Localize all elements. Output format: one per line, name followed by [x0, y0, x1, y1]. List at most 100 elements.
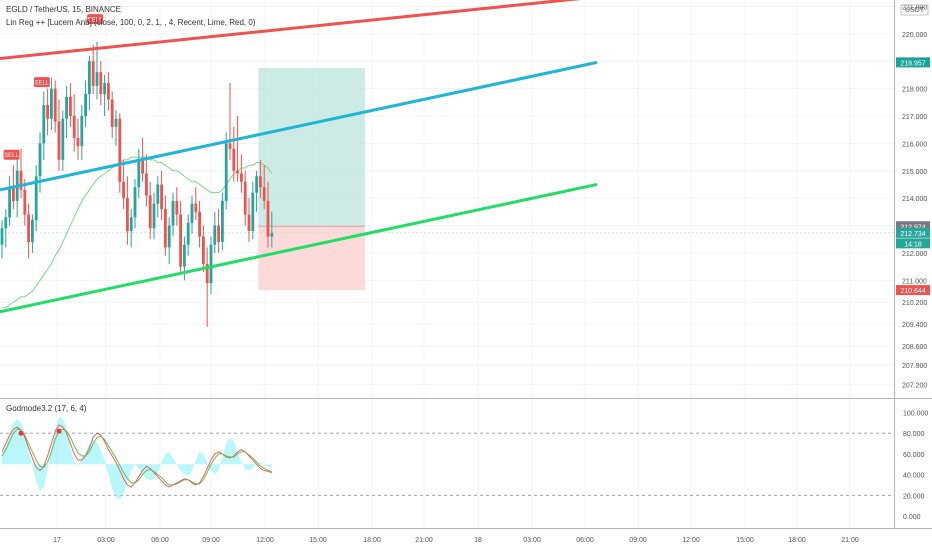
candle-body: [8, 187, 11, 218]
candle-body: [202, 236, 205, 264]
oscillator-grid: [0, 432, 894, 496]
oscillator-wave-fill: [2, 416, 272, 500]
regression-channel[interactable]: [0, 0, 598, 314]
price-tick-label: 215.000: [902, 169, 927, 176]
sell-signal-box: [3, 149, 20, 160]
channel-line-lower: [0, 182, 598, 314]
candle-body: [240, 173, 243, 182]
time-tick-label: 15:00: [309, 537, 327, 544]
candle-body: [129, 217, 133, 232]
candle-body: [270, 232, 274, 237]
oscillator-tick-label: 0.000: [903, 514, 921, 521]
candle-body: [4, 217, 8, 229]
candle-body: [198, 211, 201, 237]
candle-body: [251, 192, 255, 232]
oscillator-tick-label: 100.000: [903, 411, 928, 418]
currency-box: [900, 4, 929, 16]
candle-body: [228, 143, 232, 149]
price-tag-text: 210.644: [900, 288, 925, 295]
take-profit-zone: [258, 68, 365, 227]
candle-body: [0, 228, 4, 245]
price-tick-label: 212.000: [902, 251, 927, 258]
candle-body: [262, 187, 266, 201]
sell-signal-text: SELL: [88, 18, 103, 24]
oscillator-line-2: [1, 428, 272, 486]
time-axis[interactable]: 17 03:00 06:00 09:00 12:00 15:00 18:00 21:00 18 0…: [53, 537, 859, 544]
oscillator-tick-label: 60.000: [903, 452, 925, 459]
candle-body: [126, 198, 129, 232]
candle-body: [145, 173, 148, 196]
time-tick-label: 03:00: [523, 537, 541, 544]
candle-body: [65, 96, 68, 119]
candle-body: [19, 170, 23, 190]
price-tag-box: [896, 57, 930, 68]
time-tick-label: 06:00: [151, 537, 169, 544]
candle-body: [213, 225, 217, 245]
oscillator-tick-label: 20.000: [903, 493, 925, 500]
candle-body: [141, 159, 144, 174]
candle-body: [221, 200, 224, 242]
indicator-legend[interactable]: Lin Reg ++ [Lucem Anb] (close, 100, 0, 2…: [6, 18, 256, 27]
sell-signal-text: SELL: [35, 81, 50, 87]
candle-body: [167, 225, 171, 248]
candle-body: [61, 118, 65, 160]
candle-body: [175, 200, 179, 215]
price-tag-text: 218.957: [900, 60, 925, 67]
oscillator-signal-dot: [18, 430, 24, 436]
time-tick-label: 18:00: [363, 537, 381, 544]
currency-label: USDT: [905, 7, 925, 14]
time-tick-label: 06:00: [576, 537, 594, 544]
stop-loss-zone: [258, 226, 365, 291]
candle-body: [69, 96, 72, 116]
symbol-legend[interactable]: EGLD / TetherUS, 15, BINANCE: [6, 5, 122, 14]
candle-body: [164, 209, 167, 248]
candle-body: [224, 143, 228, 201]
oscillator-tick-label: 80.000: [903, 431, 925, 438]
time-tick-label: 21:00: [415, 537, 433, 544]
price-tick-label: 210.200: [902, 300, 927, 307]
candle-body: [133, 187, 137, 218]
price-tick-label: 220.000: [902, 32, 927, 39]
candle-body: [50, 88, 53, 119]
candle-body: [194, 203, 198, 212]
candle-body: [110, 99, 114, 127]
candle-body: [27, 214, 30, 242]
time-tick-label: 09:00: [202, 537, 220, 544]
time-tick-label: 12:00: [682, 537, 700, 544]
candle-body: [160, 184, 163, 210]
candle-body: [42, 105, 46, 144]
candle-body: [156, 184, 160, 204]
oscillator-legend[interactable]: Godmode3.2 (17, 6, 4): [6, 404, 87, 413]
price-tick-label: 209.400: [902, 322, 927, 329]
position-tool[interactable]: [0, 68, 894, 291]
oscillator-line-1: [1, 424, 272, 488]
candle-body: [53, 88, 57, 122]
candle-body: [148, 195, 152, 229]
candle-body: [12, 187, 15, 201]
oscillator-signal-dot: [56, 428, 62, 434]
price-tag-box: [896, 285, 930, 296]
oscillator-tick-label: 40.000: [903, 473, 925, 480]
candle-body: [217, 225, 220, 242]
candle-body: [76, 137, 80, 147]
time-tick-label: 03:00: [97, 537, 115, 544]
candle-body: [84, 94, 87, 116]
price-tick-label: 214.000: [902, 196, 927, 203]
candle-body: [23, 189, 27, 215]
oscillator-series: [1, 416, 272, 500]
candle-body: [103, 83, 106, 95]
oscillator-axis[interactable]: 0.000 20.000 40.000 60.000 80.000 100.000: [903, 411, 928, 522]
candle-body: [236, 170, 239, 174]
price-tag-text: 212.974: [900, 224, 925, 231]
candle-body: [91, 61, 95, 86]
candle-body: [88, 61, 91, 95]
price-tag-text: 14:18: [904, 241, 922, 248]
price-tag-box: [896, 227, 930, 238]
candle-body: [266, 200, 270, 237]
candle-body: [243, 181, 247, 215]
price-tick-label: 217.000: [902, 114, 927, 121]
candle-body: [72, 115, 76, 138]
candle-body: [179, 214, 182, 267]
